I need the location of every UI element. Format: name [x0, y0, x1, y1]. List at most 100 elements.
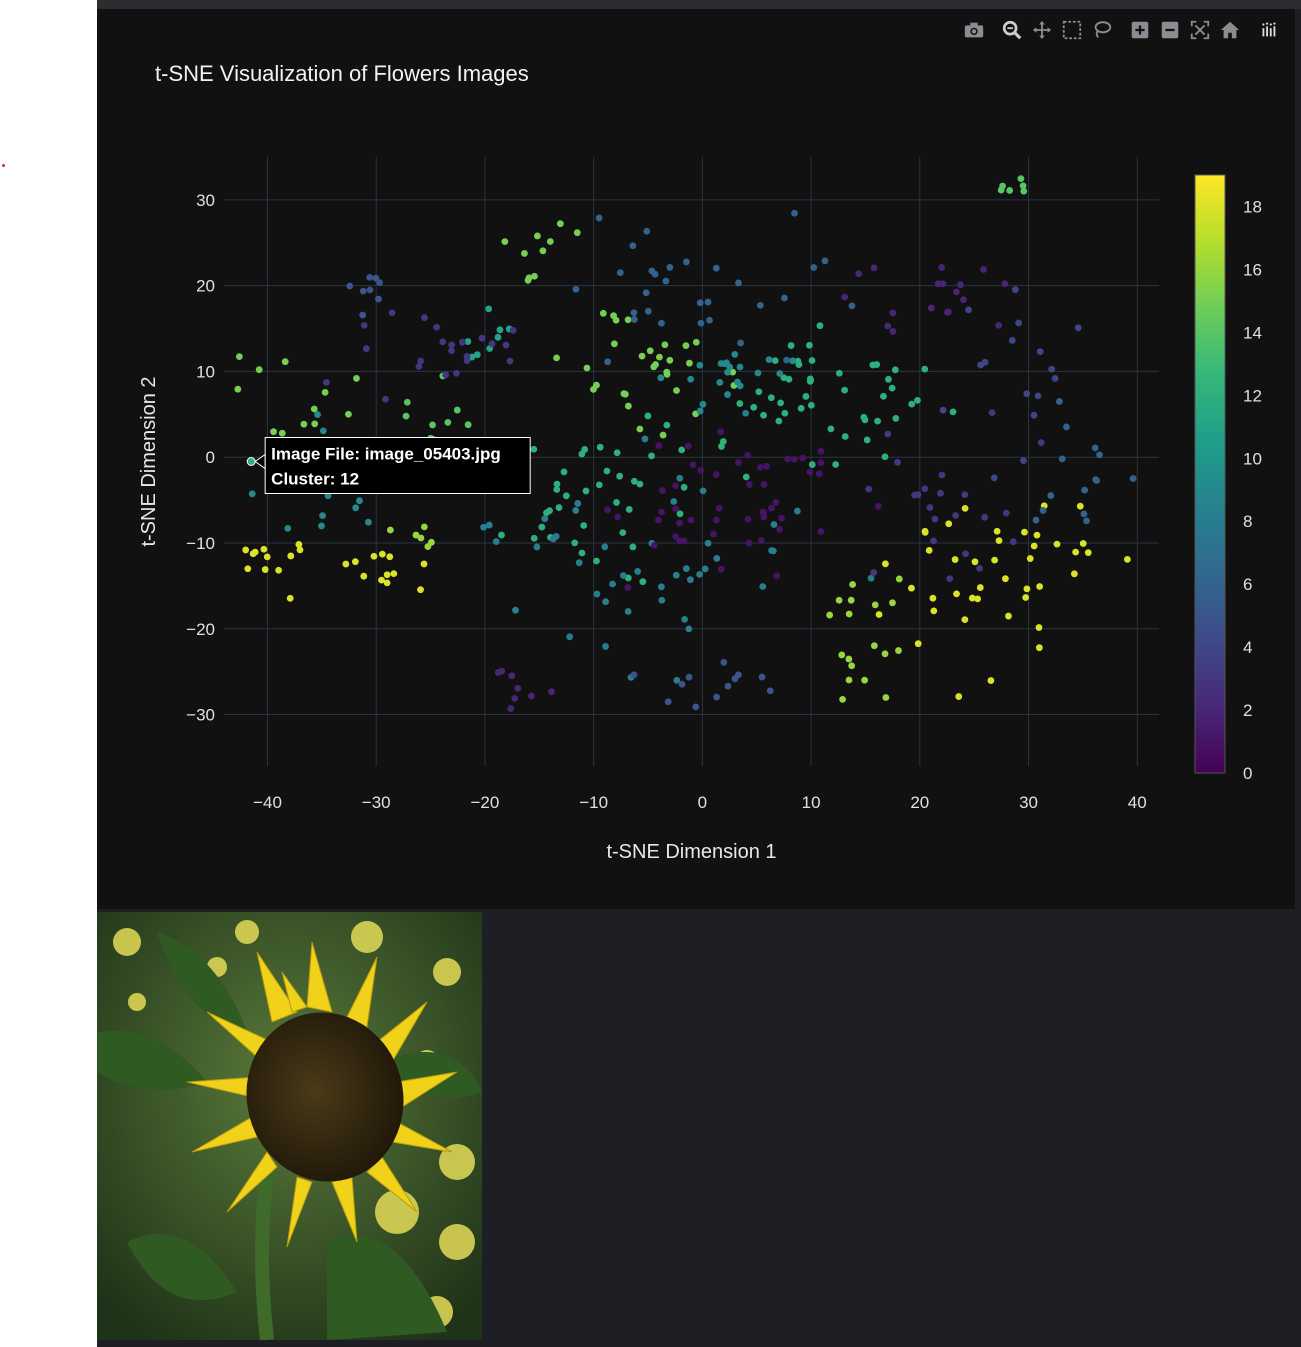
data-point	[1053, 540, 1061, 548]
data-point	[566, 633, 574, 641]
data-point	[763, 462, 771, 470]
plotly-logo-icon[interactable]	[1253, 17, 1283, 43]
data-point	[546, 238, 554, 245]
data-point	[666, 356, 674, 364]
data-point	[1005, 612, 1012, 620]
data-point	[543, 509, 550, 517]
data-point	[498, 667, 506, 675]
data-point	[961, 616, 969, 624]
data-point	[378, 576, 385, 584]
data-point	[692, 703, 700, 711]
box-select-icon[interactable]	[1057, 17, 1087, 43]
autoscale-icon[interactable]	[1185, 17, 1215, 43]
data-point	[362, 345, 370, 353]
data-point	[636, 480, 644, 488]
data-point	[656, 353, 663, 361]
data-point	[952, 512, 960, 519]
data-point	[885, 375, 892, 383]
data-point	[713, 693, 720, 701]
data-point	[610, 340, 618, 348]
data-point	[641, 435, 649, 443]
data-point	[521, 250, 528, 257]
data-point	[921, 365, 929, 373]
data-point	[1058, 455, 1066, 463]
data-point	[421, 314, 428, 322]
data-point	[808, 357, 816, 364]
data-point	[459, 338, 466, 346]
data-point	[601, 543, 609, 551]
data-point	[870, 264, 878, 272]
window-top-strip	[97, 0, 1301, 9]
data-point	[506, 357, 514, 365]
camera-icon[interactable]	[959, 17, 989, 43]
data-point	[538, 523, 546, 531]
data-point	[882, 560, 889, 568]
data-point	[453, 369, 460, 377]
data-point	[666, 264, 674, 271]
data-point	[704, 298, 712, 306]
data-point	[873, 361, 881, 368]
data-point	[946, 575, 954, 582]
data-point	[296, 546, 304, 554]
colorbar-tick-label: 4	[1243, 638, 1252, 657]
data-point	[821, 257, 829, 265]
data-point	[464, 421, 472, 429]
data-point	[841, 293, 849, 301]
y-tick-label: 10	[196, 362, 215, 381]
data-point	[870, 569, 878, 576]
data-point	[710, 530, 717, 538]
data-point	[699, 487, 707, 495]
colorbar-tick-label: 18	[1243, 197, 1262, 216]
data-point	[541, 515, 549, 523]
zoom-out-icon[interactable]	[1155, 17, 1185, 43]
data-point	[1020, 457, 1027, 465]
data-point	[696, 361, 704, 369]
data-point	[624, 316, 632, 324]
data-point	[750, 403, 758, 411]
data-point	[562, 492, 570, 500]
reset-axes-icon[interactable]	[1215, 17, 1245, 43]
zoom-in-icon[interactable]	[1125, 17, 1155, 43]
data-point	[1048, 365, 1056, 373]
x-tick-label: 10	[802, 793, 821, 812]
data-point	[261, 566, 269, 573]
data-point	[699, 400, 707, 408]
y-tick-label: 30	[196, 191, 215, 210]
scatter-plot[interactable]: −40 −30 −20 −10 0 10 20 30 403020100−10−20−30Ima…	[97, 9, 1295, 909]
x-tick-label: −10	[579, 793, 608, 812]
data-point	[412, 531, 420, 539]
lasso-select-icon[interactable]	[1087, 17, 1117, 43]
data-point	[638, 352, 646, 360]
plot-panel[interactable]: −40 −30 −20 −10 0 10 20 30 40 30 20 10 0 −10 −20 −30 Ima…	[97, 9, 1295, 909]
data-point	[651, 542, 658, 549]
data-point	[429, 421, 436, 429]
data-point	[806, 341, 813, 349]
data-point	[1074, 324, 1082, 332]
data-point	[676, 519, 683, 527]
data-point	[766, 687, 774, 695]
data-point	[359, 311, 367, 319]
data-point	[663, 368, 671, 376]
zoom-icon[interactable]	[997, 17, 1027, 43]
data-point	[366, 273, 374, 281]
data-point	[270, 428, 277, 436]
data-point	[366, 286, 374, 294]
data-point	[988, 409, 996, 416]
data-point	[795, 361, 803, 368]
pan-icon[interactable]	[1027, 17, 1057, 43]
data-point	[636, 425, 644, 433]
data-point	[712, 264, 720, 272]
data-point	[884, 322, 892, 330]
data-point	[880, 392, 887, 400]
data-point	[1051, 375, 1059, 382]
data-point	[921, 528, 929, 536]
data-point	[744, 451, 751, 459]
data-point	[556, 220, 564, 228]
data-point	[244, 565, 252, 573]
data-point	[1035, 644, 1043, 652]
data-point	[630, 309, 638, 317]
data-point	[737, 339, 745, 347]
data-point	[356, 497, 363, 505]
data-point	[572, 507, 580, 514]
data-point	[676, 537, 683, 545]
